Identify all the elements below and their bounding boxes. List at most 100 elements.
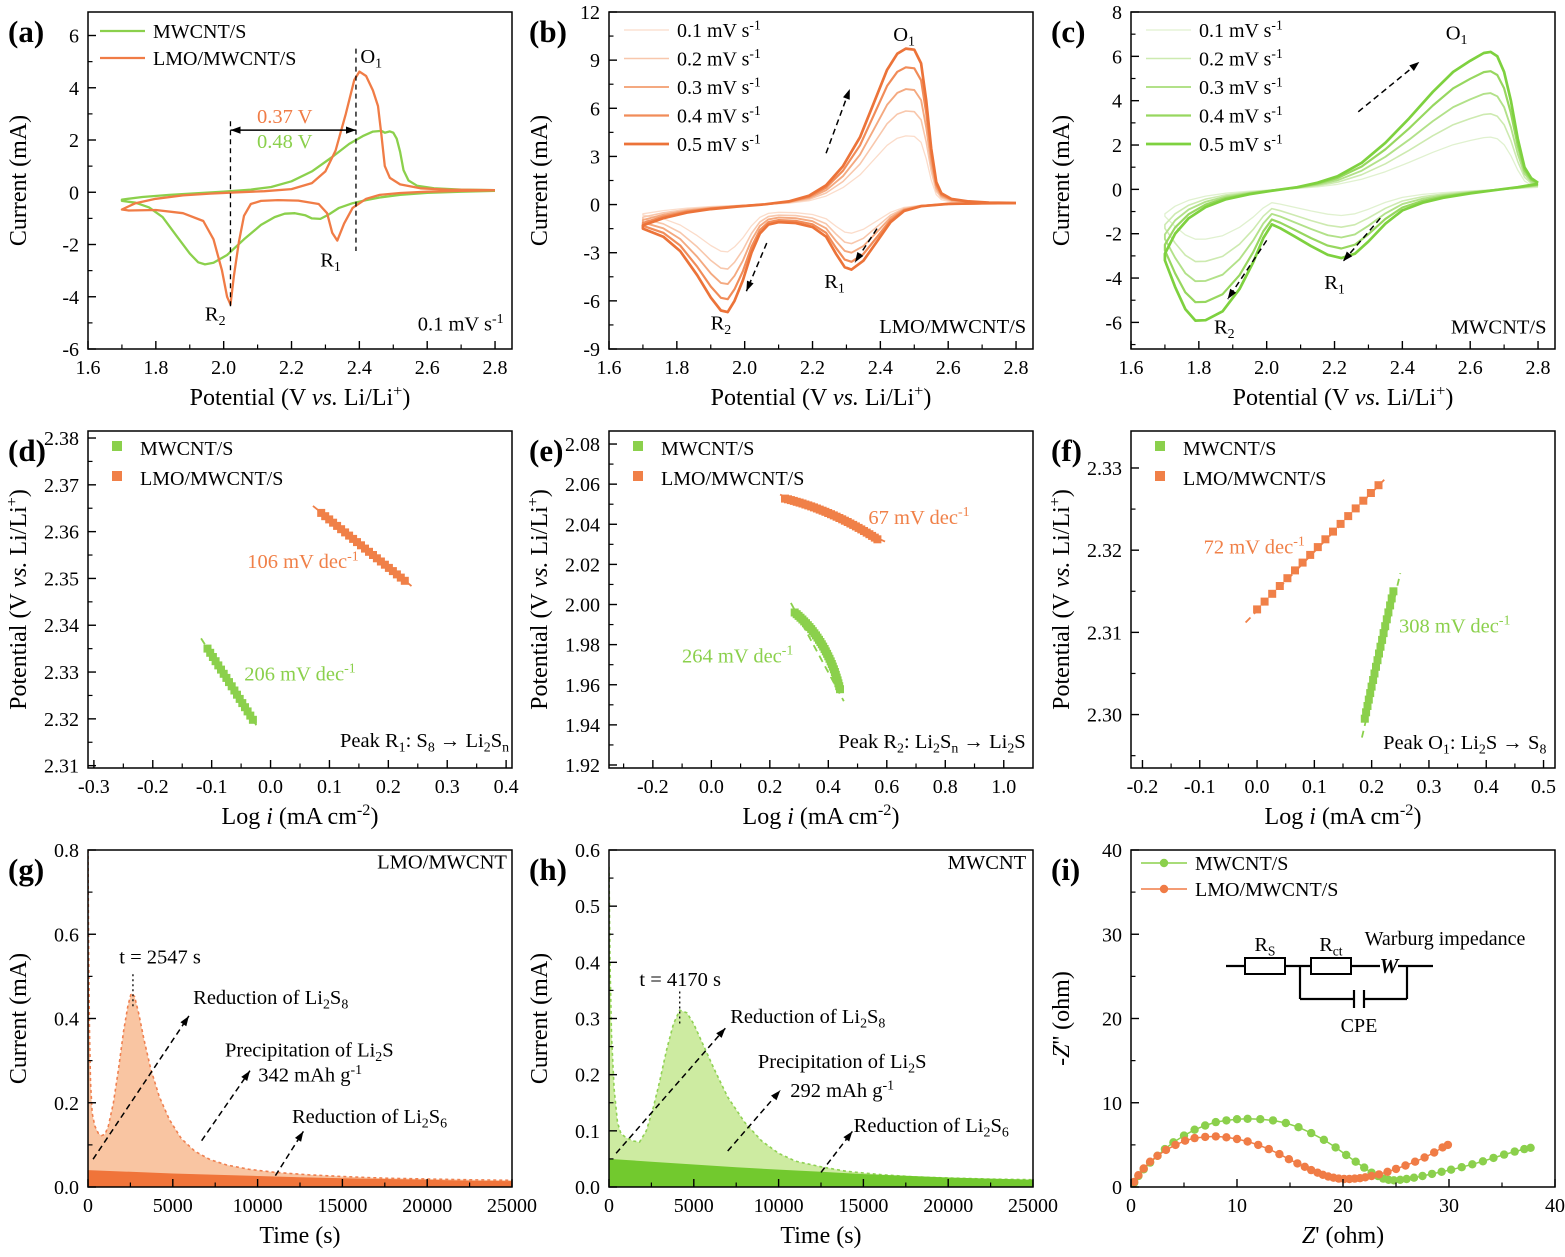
data-point [1360, 1163, 1369, 1172]
data-point [1382, 615, 1391, 624]
y-axis-label: Current (mA) [6, 115, 32, 246]
y-tick-label: 8 [1112, 2, 1122, 24]
y-tick-label: 9 [590, 50, 600, 72]
x-tick-label: 2.6 [1458, 357, 1483, 379]
data-point [1520, 1144, 1529, 1154]
area-boundary [609, 866, 1033, 1181]
data-point [1360, 714, 1369, 723]
x-tick-label: 1.6 [597, 357, 622, 379]
legend-label: 0.4 mV s-1 [1199, 103, 1283, 128]
data-point [203, 644, 212, 653]
data-point [1264, 1144, 1273, 1154]
x-tick-label: 2.8 [1526, 357, 1551, 379]
resistor-icon [1310, 957, 1352, 975]
y-tick-label: 2 [1112, 135, 1122, 157]
panel-d: -0.3 -0.2 -0.1 0.0 0.1 0.2 0.3 0.4 2.31 2.32 2.33 2… [0, 419, 521, 838]
panel-c: 1.6 1.8 2.0 2.2 2.4 2.6 2.8 -6 -4 -2 0 2 4 6 8 Potentia… [1043, 0, 1565, 419]
series-group [1131, 1114, 1535, 1187]
data-point [1275, 582, 1284, 590]
plot-frame [608, 430, 1034, 769]
data-point [1268, 1116, 1278, 1125]
data-point [1351, 504, 1360, 513]
arrow-head-icon [843, 89, 850, 100]
annotation: Reduction of Li2S8 [193, 987, 348, 1013]
panel-a: 1.6 1.8 2.0 2.2 2.4 2.6 2.8 -6 -4 -2 0 2 4 6 Potential… [0, 0, 521, 419]
data-point [1291, 566, 1299, 575]
series-group [779, 493, 888, 702]
x-tick-label: 30 [1439, 1195, 1459, 1217]
x-tick-label: 2.4 [1390, 357, 1415, 379]
legend-label: 0.1 mV s-1 [1199, 17, 1283, 42]
x-axis-label: Time (s) [780, 1223, 861, 1249]
arrow [1357, 61, 1420, 113]
legend-label: 0.5 mV s-1 [677, 131, 761, 156]
annotation: R1 [320, 250, 341, 276]
data-point [1369, 676, 1378, 684]
x-tick-label: 0.0 [699, 776, 724, 798]
arrow-head-icon [854, 252, 864, 263]
y-axis-label: Potential (V vs. Li/Li+) [523, 489, 553, 710]
x-tick-label: 1.6 [1119, 357, 1144, 379]
legend-label: 0.2 mV s-1 [677, 46, 761, 71]
y-tick-label: 0.0 [575, 1177, 600, 1199]
y-tick-label: 2.04 [565, 514, 600, 536]
y-tick-label: 6 [1112, 46, 1122, 68]
x-tick-label: 0.1 [1302, 776, 1327, 798]
data-point [1161, 1145, 1171, 1155]
panel-letter: (f) [1051, 433, 1082, 468]
panel-letter: (h) [529, 852, 567, 887]
data-point [1402, 1174, 1411, 1184]
legend-label: MWCNT/S [140, 438, 233, 460]
annotation: 67 mV dec-1 [868, 505, 969, 529]
y-tick-label: 40 [1102, 840, 1122, 862]
annotation: 106 mV dec-1 [247, 549, 358, 573]
x-tick-label: 0.1 [317, 776, 342, 798]
data-point [1284, 1155, 1294, 1164]
x-tick-label: 1.8 [1186, 357, 1211, 379]
legend-label: LMO/MWCNT/S [1195, 879, 1338, 901]
data-point [1344, 512, 1353, 521]
plot-frame [87, 11, 513, 350]
data-point [1153, 1151, 1162, 1160]
x-tick-label: 10000 [233, 1195, 283, 1217]
curve [120, 129, 496, 266]
x-tick-label: 15000 [838, 1195, 888, 1217]
y-tick-label: 3 [590, 146, 600, 168]
legend-label: MWCNT/S [153, 21, 246, 43]
x-axis-label: Potential (V vs. Li/Li+) [190, 381, 411, 411]
y-tick-label: 12 [580, 2, 600, 24]
x-tick-label: 2.2 [800, 357, 825, 379]
annotation: Precipitation of Li2S [225, 1039, 394, 1065]
legend-label: LMO/MWCNT/S [140, 468, 283, 490]
x-tick-label: 5000 [153, 1195, 193, 1217]
data-point [1410, 1157, 1420, 1166]
data-point [1359, 496, 1368, 505]
series-group [641, 47, 1017, 314]
y-tick-label: 2.32 [1087, 540, 1122, 562]
x-tick-label: -0.2 [137, 776, 169, 798]
data-point [836, 685, 844, 694]
x-axis-label: Log i (mA cm-2) [222, 800, 379, 830]
y-tick-label: 0 [1112, 179, 1122, 201]
annotation: O1 [360, 46, 382, 72]
x-axis-label: Log i (mA cm-2) [1265, 800, 1422, 830]
data-point [206, 648, 215, 657]
data-point [1190, 1133, 1199, 1143]
x-tick-label: 40 [1545, 1195, 1565, 1217]
data-point [248, 715, 257, 724]
y-tick-label: 4 [69, 78, 79, 100]
y-tick-label: 0.8 [54, 840, 79, 862]
y-tick-label: 0.6 [575, 840, 600, 862]
y-tick-label: 1.94 [565, 715, 600, 737]
y-tick-label: -4 [62, 287, 79, 309]
data-point [1389, 587, 1398, 596]
y-tick-label: 2.31 [44, 756, 79, 778]
data-point [1366, 689, 1375, 698]
y-tick-label: 2.38 [44, 428, 79, 450]
data-point [1372, 662, 1380, 671]
data-point [1364, 695, 1373, 704]
legend-label: 0.3 mV s-1 [677, 74, 761, 99]
plot-c: 1.6 1.8 2.0 2.2 2.4 2.6 2.8 -6 -4 -2 0 2 4 6 8 Potentia… [1049, 2, 1556, 411]
x-tick-label: 1.6 [76, 357, 101, 379]
arrow-head-icon [1343, 251, 1353, 262]
